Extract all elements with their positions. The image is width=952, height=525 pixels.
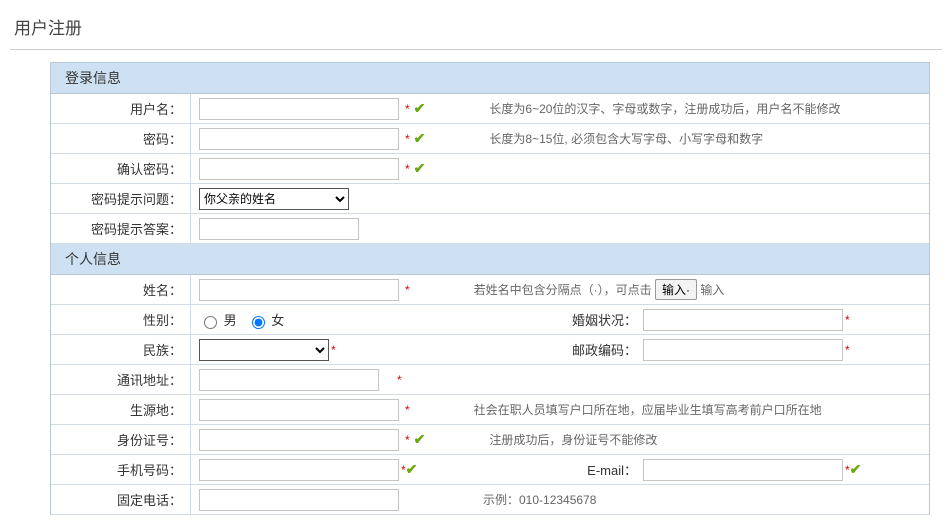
ethnic-label: 民族：	[51, 335, 191, 364]
insert-dot-button[interactable]: 输入·	[655, 279, 697, 300]
phone-hint: 示例：010-12345678	[483, 491, 596, 508]
required-mark: *	[405, 132, 410, 146]
confirm-password-input[interactable]	[199, 158, 399, 180]
required-mark: *	[397, 373, 402, 387]
address-label: 通讯地址：	[51, 365, 191, 394]
row-mobile-email: 手机号码： *✔ E-mail： *✔	[51, 455, 929, 485]
gender-male-option[interactable]: 男	[199, 310, 237, 330]
password-hint: 长度为8~15位, 必须包含大写字母、小写字母和数字	[489, 130, 763, 147]
gender-label: 性别：	[51, 305, 191, 334]
required-mark: *	[845, 313, 850, 327]
row-confirm-password: 确认密码： * ✔	[51, 154, 929, 184]
required-mark: *	[405, 283, 410, 297]
row-phone: 固定电话： 示例：010-12345678	[51, 485, 929, 515]
name-hint: 若姓名中包含分隔点（·），可点击 输入· 输入	[474, 279, 725, 300]
page-title: 用户注册	[10, 10, 942, 50]
mobile-label: 手机号码：	[51, 455, 191, 484]
phone-input[interactable]	[199, 489, 399, 511]
hint-question-label: 密码提示问题：	[51, 184, 191, 213]
mobile-input[interactable]	[199, 459, 399, 481]
check-icon: ✔	[406, 461, 418, 478]
section-header-personal: 个人信息	[51, 244, 929, 275]
gender-female-option[interactable]: 女	[247, 310, 285, 330]
check-icon: ✔	[414, 100, 426, 117]
check-icon: ✔	[414, 160, 426, 177]
username-label: 用户名：	[51, 94, 191, 123]
confirm-password-label: 确认密码：	[51, 154, 191, 183]
name-label: 姓名：	[51, 275, 191, 304]
origin-input[interactable]	[199, 399, 399, 421]
password-label: 密码：	[51, 124, 191, 153]
gender-female-radio[interactable]	[252, 316, 265, 329]
row-username: 用户名： * ✔ 长度为6~20位的汉字、字母或数字，注册成功后，用户名不能修改	[51, 94, 929, 124]
postcode-input[interactable]	[643, 339, 843, 361]
hint-question-select[interactable]: 你父亲的姓名	[199, 188, 349, 210]
email-label: E-mail：	[563, 460, 643, 479]
row-gender-marital: 性别： 男 女 婚姻状况： *	[51, 305, 929, 335]
row-ethnic-postcode: 民族： * 邮政编码： *	[51, 335, 929, 365]
hint-answer-input[interactable]	[199, 218, 359, 240]
required-mark: *	[405, 433, 410, 447]
origin-label: 生源地：	[51, 395, 191, 424]
email-input[interactable]	[643, 459, 843, 481]
registration-form: 登录信息 用户名： * ✔ 长度为6~20位的汉字、字母或数字，注册成功后，用户…	[50, 62, 930, 515]
check-icon: ✔	[850, 461, 862, 478]
row-idcard: 身份证号： * ✔ 注册成功后，身份证号不能修改	[51, 425, 929, 455]
name-input[interactable]	[199, 279, 399, 301]
marital-label: 婚姻状况：	[563, 310, 643, 329]
idcard-hint: 注册成功后，身份证号不能修改	[489, 431, 657, 448]
ethnic-select[interactable]	[199, 339, 329, 361]
idcard-label: 身份证号：	[51, 425, 191, 454]
marital-input[interactable]	[643, 309, 843, 331]
required-mark: *	[845, 343, 850, 357]
idcard-input[interactable]	[199, 429, 399, 451]
required-mark: *	[405, 403, 410, 417]
origin-hint: 社会在职人员填写户口所在地，应届毕业生填写高考前户口所在地	[474, 401, 822, 418]
username-hint: 长度为6~20位的汉字、字母或数字，注册成功后，用户名不能修改	[489, 100, 840, 117]
check-icon: ✔	[414, 130, 426, 147]
phone-label: 固定电话：	[51, 485, 191, 514]
required-mark: *	[331, 343, 336, 357]
address-input[interactable]	[199, 369, 379, 391]
hint-answer-label: 密码提示答案：	[51, 214, 191, 243]
required-mark: *	[405, 102, 410, 116]
postcode-label: 邮政编码：	[563, 340, 643, 359]
required-mark: *	[405, 162, 410, 176]
row-origin: 生源地： * 社会在职人员填写户口所在地，应届毕业生填写高考前户口所在地	[51, 395, 929, 425]
row-hint-answer: 密码提示答案：	[51, 214, 929, 244]
row-hint-question: 密码提示问题： 你父亲的姓名	[51, 184, 929, 214]
check-icon: ✔	[414, 431, 426, 448]
row-address: 通讯地址： *	[51, 365, 929, 395]
gender-male-radio[interactable]	[204, 316, 217, 329]
row-name: 姓名： * 若姓名中包含分隔点（·），可点击 输入· 输入	[51, 275, 929, 305]
username-input[interactable]	[199, 98, 399, 120]
section-header-login: 登录信息	[51, 63, 929, 94]
row-password: 密码： * ✔ 长度为8~15位, 必须包含大写字母、小写字母和数字	[51, 124, 929, 154]
password-input[interactable]	[199, 128, 399, 150]
